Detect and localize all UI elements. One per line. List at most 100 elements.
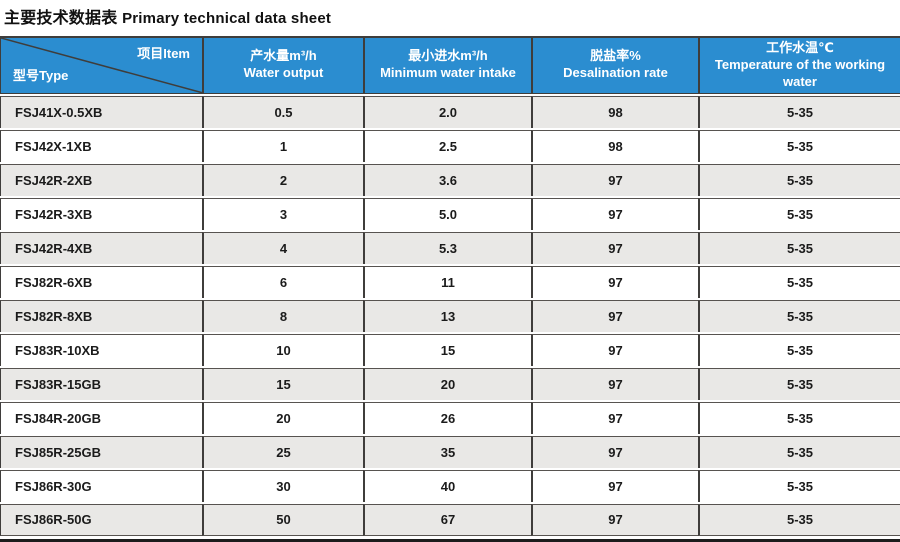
min-intake-cell: 15	[363, 333, 531, 366]
desalination-cell: 97	[531, 367, 698, 400]
corner-header-cell: 项目Item 型号Type	[0, 36, 202, 94]
temp-cell: 5-35	[698, 299, 900, 332]
col-header-desalination: 脱盐率% Desalination rate	[531, 36, 698, 94]
col-header-desalination-en: Desalination rate	[563, 65, 668, 81]
bottom-divider	[0, 538, 900, 542]
table-header: 项目Item 型号Type 产水量m³/h Water output 最小进水m…	[0, 36, 900, 94]
desalination-cell: 98	[531, 129, 698, 162]
temp-cell: 5-35	[698, 95, 900, 128]
water-output-cell: 25	[202, 435, 363, 468]
model-cell: FSJ86R-30G	[0, 469, 202, 502]
min-intake-cell: 3.6	[363, 163, 531, 196]
min-intake-cell: 13	[363, 299, 531, 332]
temp-cell: 5-35	[698, 197, 900, 230]
min-intake-cell: 20	[363, 367, 531, 400]
water-output-cell: 8	[202, 299, 363, 332]
desalination-cell: 97	[531, 435, 698, 468]
desalination-cell: 97	[531, 469, 698, 502]
min-intake-cell: 35	[363, 435, 531, 468]
table-row: FSJ86R-50G 50 67 97 5-35	[0, 503, 900, 536]
col-header-temp-zh: 工作水温℃	[766, 40, 834, 55]
water-output-cell: 20	[202, 401, 363, 434]
desalination-cell: 97	[531, 299, 698, 332]
col-header-min-intake-zh: 最小进水m³/h	[408, 48, 488, 64]
page-title: 主要技术数据表 Primary technical data sheet	[4, 4, 900, 28]
temp-cell: 5-35	[698, 129, 900, 162]
desalination-cell: 97	[531, 231, 698, 264]
col-header-desalination-zh: 脱盐率%	[590, 48, 641, 64]
temp-cell: 5-35	[698, 265, 900, 298]
model-cell: FSJ83R-10XB	[0, 333, 202, 366]
min-intake-cell: 5.0	[363, 197, 531, 230]
corner-item-label: 项目Item	[137, 46, 190, 61]
table-row: FSJ82R-8XB 8 13 97 5-35	[0, 299, 900, 332]
desalination-cell: 97	[531, 197, 698, 230]
model-cell: FSJ42X-1XB	[0, 129, 202, 162]
min-intake-cell: 11	[363, 265, 531, 298]
model-cell: FSJ84R-20GB	[0, 401, 202, 434]
header-row: 项目Item 型号Type 产水量m³/h Water output 最小进水m…	[0, 36, 900, 94]
table-row: FSJ41X-0.5XB 0.5 2.0 98 5-35	[0, 95, 900, 128]
model-cell: FSJ85R-25GB	[0, 435, 202, 468]
min-intake-cell: 40	[363, 469, 531, 502]
table-row: FSJ85R-25GB 25 35 97 5-35	[0, 435, 900, 468]
min-intake-cell: 5.3	[363, 231, 531, 264]
desalination-cell: 97	[531, 503, 698, 536]
water-output-cell: 0.5	[202, 95, 363, 128]
desalination-cell: 98	[531, 95, 698, 128]
min-intake-cell: 67	[363, 503, 531, 536]
water-output-cell: 6	[202, 265, 363, 298]
model-cell: FSJ42R-4XB	[0, 231, 202, 264]
desalination-cell: 97	[531, 163, 698, 196]
temp-cell: 5-35	[698, 367, 900, 400]
table-row: FSJ42R-4XB 4 5.3 97 5-35	[0, 231, 900, 264]
water-output-cell: 10	[202, 333, 363, 366]
table-row: FSJ42R-2XB 2 3.6 97 5-35	[0, 163, 900, 196]
water-output-cell: 1	[202, 129, 363, 162]
temp-cell: 5-35	[698, 163, 900, 196]
model-cell: FSJ82R-6XB	[0, 265, 202, 298]
table-row: FSJ42X-1XB 1 2.5 98 5-35	[0, 129, 900, 162]
col-header-water-output-zh: 产水量m³/h	[250, 48, 317, 64]
min-intake-cell: 26	[363, 401, 531, 434]
desalination-cell: 97	[531, 333, 698, 366]
col-header-temp: 工作水温℃ Temperature of the working water	[698, 36, 900, 94]
min-intake-cell: 2.5	[363, 129, 531, 162]
diagonal-divider-line	[1, 38, 202, 93]
water-output-cell: 30	[202, 469, 363, 502]
water-output-cell: 50	[202, 503, 363, 536]
model-cell: FSJ86R-50G	[0, 503, 202, 536]
model-cell: FSJ42R-3XB	[0, 197, 202, 230]
temp-cell: 5-35	[698, 231, 900, 264]
desalination-cell: 97	[531, 265, 698, 298]
table-row: FSJ83R-15GB 15 20 97 5-35	[0, 367, 900, 400]
table-body: FSJ41X-0.5XB 0.5 2.0 98 5-35 FSJ42X-1XB …	[0, 95, 900, 536]
water-output-cell: 2	[202, 163, 363, 196]
water-output-cell: 15	[202, 367, 363, 400]
temp-cell: 5-35	[698, 503, 900, 536]
table-row: FSJ42R-3XB 3 5.0 97 5-35	[0, 197, 900, 230]
table-row: FSJ86R-30G 30 40 97 5-35	[0, 469, 900, 502]
col-header-water-output: 产水量m³/h Water output	[202, 36, 363, 94]
temp-cell: 5-35	[698, 401, 900, 434]
temp-cell: 5-35	[698, 469, 900, 502]
page-title-en: Primary technical data sheet	[122, 10, 332, 27]
model-cell: FSJ42R-2XB	[0, 163, 202, 196]
technical-data-table: 项目Item 型号Type 产水量m³/h Water output 最小进水m…	[0, 34, 900, 538]
min-intake-cell: 2.0	[363, 95, 531, 128]
col-header-temp-en: Temperature of the working water	[714, 56, 886, 89]
temp-cell: 5-35	[698, 333, 900, 366]
desalination-cell: 97	[531, 401, 698, 434]
table-row: FSJ84R-20GB 20 26 97 5-35	[0, 401, 900, 434]
model-cell: FSJ41X-0.5XB	[0, 95, 202, 128]
table-row: FSJ82R-6XB 6 11 97 5-35	[0, 265, 900, 298]
water-output-cell: 4	[202, 231, 363, 264]
col-header-min-intake: 最小进水m³/h Minimum water intake	[363, 36, 531, 94]
col-header-min-intake-en: Minimum water intake	[380, 65, 516, 81]
model-cell: FSJ82R-8XB	[0, 299, 202, 332]
table-row: FSJ83R-10XB 10 15 97 5-35	[0, 333, 900, 366]
col-header-water-output-en: Water output	[243, 65, 324, 81]
model-cell: FSJ83R-15GB	[0, 367, 202, 400]
temp-cell: 5-35	[698, 435, 900, 468]
